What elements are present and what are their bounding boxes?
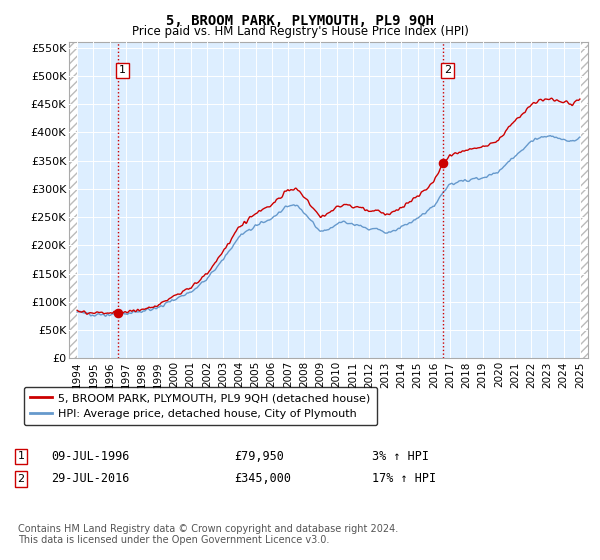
Text: 17% ↑ HPI: 17% ↑ HPI bbox=[372, 472, 436, 486]
Legend: 5, BROOM PARK, PLYMOUTH, PL9 9QH (detached house), HPI: Average price, detached : 5, BROOM PARK, PLYMOUTH, PL9 9QH (detach… bbox=[23, 386, 377, 426]
Text: 2: 2 bbox=[17, 474, 25, 484]
Text: Contains HM Land Registry data © Crown copyright and database right 2024.
This d: Contains HM Land Registry data © Crown c… bbox=[18, 524, 398, 545]
Bar bbox=[580, 42, 588, 358]
Text: 09-JUL-1996: 09-JUL-1996 bbox=[51, 450, 130, 463]
Text: 1: 1 bbox=[119, 66, 126, 76]
Text: 5, BROOM PARK, PLYMOUTH, PL9 9QH: 5, BROOM PARK, PLYMOUTH, PL9 9QH bbox=[166, 14, 434, 28]
Text: 3% ↑ HPI: 3% ↑ HPI bbox=[372, 450, 429, 463]
Text: £345,000: £345,000 bbox=[234, 472, 291, 486]
Bar bbox=[69, 42, 77, 358]
Text: 29-JUL-2016: 29-JUL-2016 bbox=[51, 472, 130, 486]
Text: £79,950: £79,950 bbox=[234, 450, 284, 463]
Text: 2: 2 bbox=[444, 66, 451, 76]
Point bbox=[439, 159, 448, 168]
Point bbox=[113, 309, 123, 318]
Text: Price paid vs. HM Land Registry's House Price Index (HPI): Price paid vs. HM Land Registry's House … bbox=[131, 25, 469, 38]
Text: 1: 1 bbox=[17, 451, 25, 461]
